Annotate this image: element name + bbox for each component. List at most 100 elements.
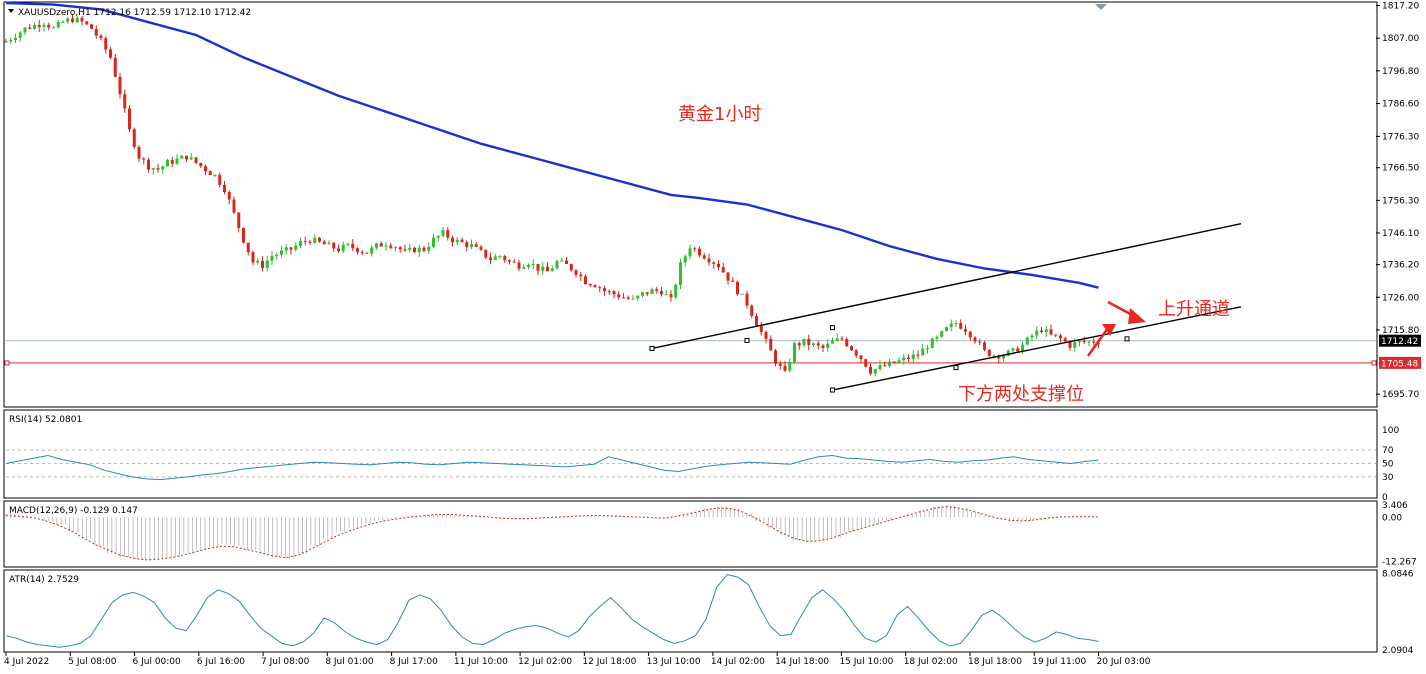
candle-body [465, 242, 469, 248]
candle-body [1044, 329, 1048, 333]
price-tick-label: 1807.00 [1382, 34, 1419, 44]
level-price-badge [1379, 356, 1421, 369]
candle-body [873, 369, 877, 374]
candle-body [18, 32, 22, 38]
candle-body [398, 247, 402, 250]
candle-body [607, 291, 611, 293]
candle-body [147, 159, 150, 170]
candle-body [978, 341, 982, 343]
candle-body [603, 288, 606, 292]
candle-body [313, 237, 317, 243]
candle-body [831, 340, 834, 344]
candle-body [451, 237, 454, 243]
candle-body [1025, 337, 1029, 345]
candle-body [199, 162, 203, 167]
candle-body [707, 258, 711, 263]
candle-body [1030, 335, 1034, 338]
candle-body [170, 160, 174, 164]
candle-body [892, 361, 896, 363]
candle-body [954, 323, 958, 325]
candle-body [935, 336, 939, 339]
candle-body [246, 242, 250, 253]
candle-body [1035, 330, 1039, 336]
candle-body [503, 255, 507, 261]
channel-lower-line-handle [830, 387, 835, 393]
rsi-marks: 100 70 50 30 0 [5, 426, 1399, 503]
candle-body [859, 355, 863, 360]
time-tick-label: 5 Jul 08:00 [68, 657, 117, 667]
time-tick-label: 15 Jul 10:00 [839, 657, 893, 667]
candle-body [441, 230, 445, 236]
candle-body [987, 349, 991, 356]
rsi-tick-label: 50 [1382, 460, 1394, 470]
candle-body [992, 355, 996, 357]
candle-body [550, 268, 554, 272]
time-tick-label: 8 Jul 01:00 [325, 657, 374, 667]
candle-body [612, 291, 616, 295]
candle-body [617, 294, 621, 298]
candle-body [869, 366, 872, 374]
candle-body [223, 184, 226, 192]
candle-body [1063, 338, 1067, 342]
candle-body [626, 297, 630, 299]
time-tick-label: 8 Jul 17:00 [390, 657, 439, 667]
candle-body [256, 260, 260, 263]
macd-tick-label: -12.267 [1382, 558, 1417, 568]
candle-body [104, 38, 108, 50]
candle-body [664, 294, 668, 296]
candle-body [812, 343, 815, 345]
candle-body [161, 166, 165, 170]
macd-label: MACD(12,26,9) -0.129 0.147 [9, 506, 138, 516]
atr-label: ATR(14) 2.7529 [9, 575, 79, 585]
candle-body [774, 350, 777, 364]
candle-body [299, 241, 302, 246]
candle-body [61, 21, 65, 23]
candle-body [427, 246, 431, 251]
candle-body [641, 292, 644, 296]
candle-body [645, 292, 649, 294]
candle-body [517, 262, 521, 269]
macd-panel [3, 500, 1378, 568]
candle-body [968, 331, 972, 338]
price-tick-label: 1756.30 [1382, 196, 1419, 206]
arrow-right-head [1128, 308, 1146, 324]
candle-body [669, 294, 673, 298]
chart-shift-icon[interactable] [1095, 4, 1107, 10]
candle-body [365, 252, 369, 254]
candle-body [1082, 340, 1086, 342]
candle-body [959, 323, 963, 329]
candle-body [189, 157, 193, 160]
price-tick-label: 1776.30 [1382, 132, 1419, 142]
candle-body [883, 365, 887, 367]
candle-body [251, 252, 255, 263]
symbol-menu-icon[interactable] [8, 9, 14, 13]
time-tick-label: 4 Jul 2022 [4, 657, 49, 667]
time-tick-label: 18 Jul 02:00 [904, 657, 958, 667]
candle-body [655, 289, 659, 291]
candle-body [598, 287, 602, 289]
price-tick-label: 1766.50 [1382, 164, 1419, 174]
candle-body [736, 281, 739, 295]
level-price-label: 1705.48 [1381, 359, 1418, 369]
candle-body [232, 199, 236, 213]
candle-body [123, 94, 127, 109]
candle-body [218, 174, 222, 185]
candle-body [584, 276, 587, 285]
candle-body [113, 57, 117, 77]
candle-body [835, 338, 839, 341]
candle-body [788, 361, 792, 371]
time-tick-label: 6 Jul 16:00 [197, 657, 246, 667]
candle-body [337, 248, 340, 252]
channel-lower-line [832, 306, 1242, 391]
level-handle-left [4, 360, 10, 366]
candle-body [565, 260, 568, 264]
candle-body [413, 247, 416, 253]
candle-body [280, 250, 283, 255]
candle-body [118, 76, 122, 95]
rsi-label: RSI(14) 52.0801 [9, 415, 82, 425]
candle-body [631, 298, 635, 300]
candle-body [508, 260, 511, 262]
candle-body [128, 108, 131, 130]
candle-body [740, 293, 744, 295]
price-tick-label: 1726.00 [1382, 293, 1419, 303]
